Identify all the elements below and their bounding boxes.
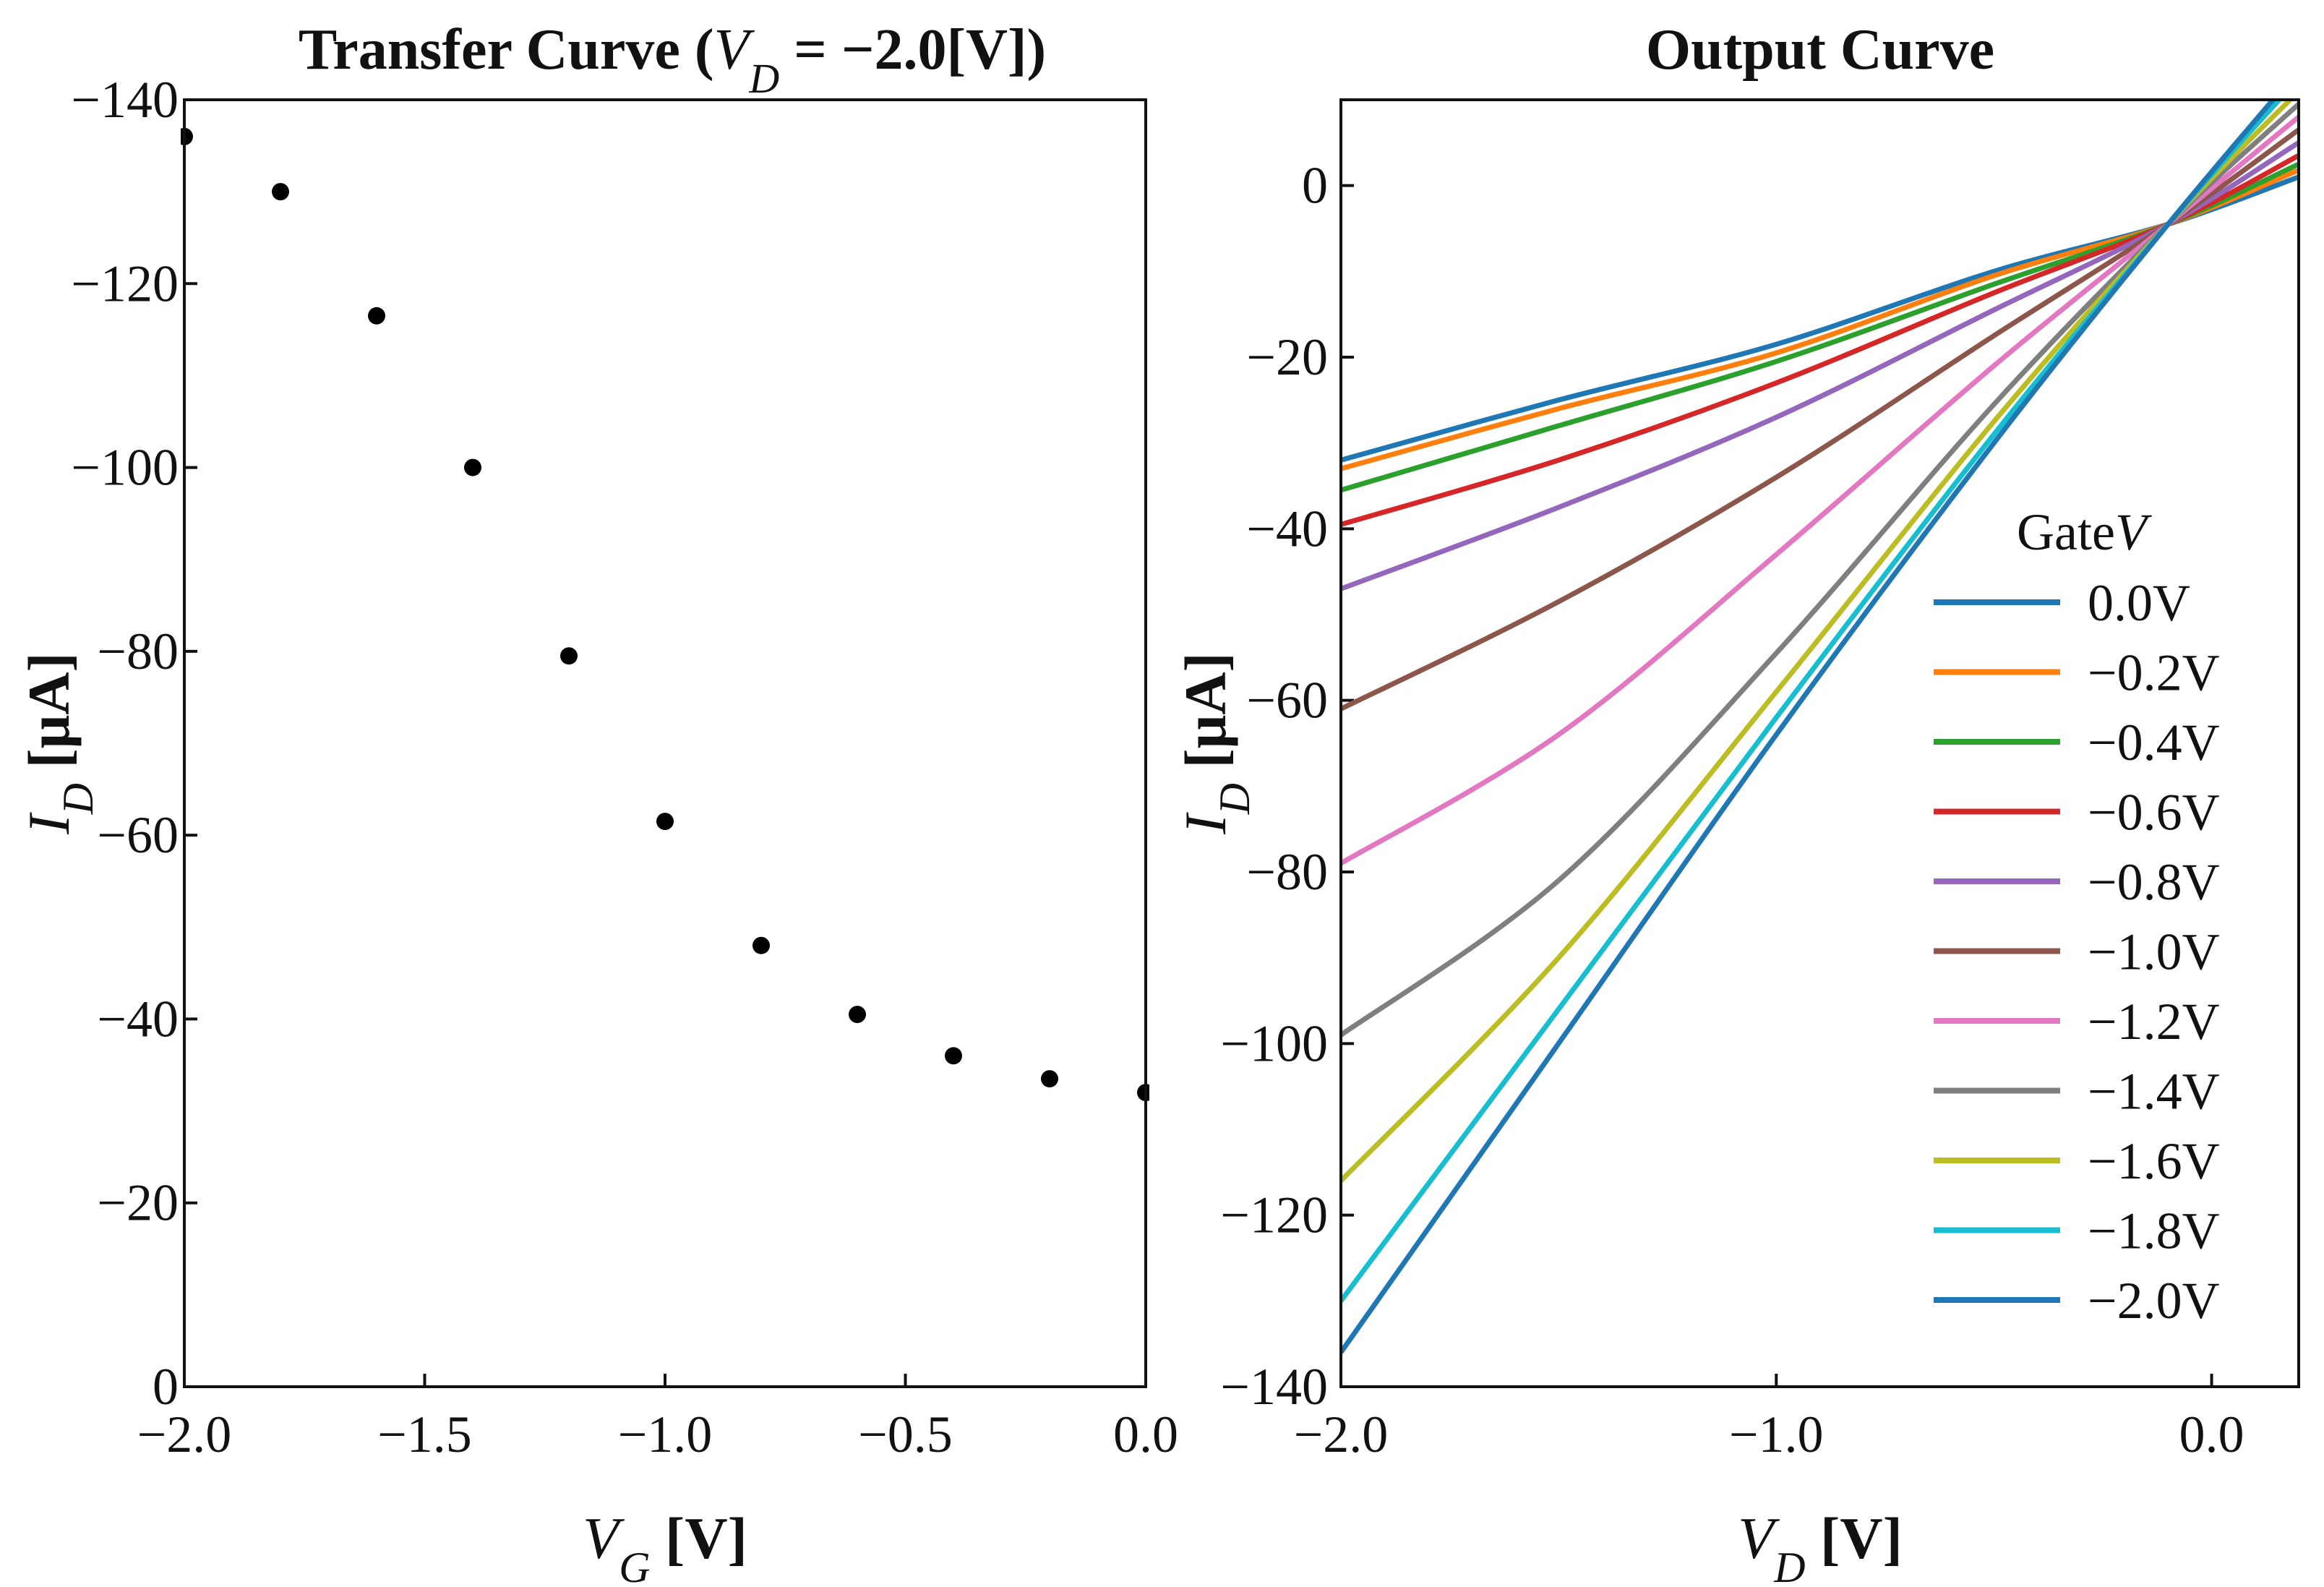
transfer-y-tick-label: −20 xyxy=(97,1174,179,1232)
legend-label: −2.0V xyxy=(2088,1272,2220,1330)
transfer-y-axis-label: ID [μA] xyxy=(16,652,102,834)
transfer-axes: −2.0 −1.5 −1.0 −0.5 0.0 0 −20 −40 −60 −80 −100 −120… xyxy=(71,71,1178,1463)
transfer-y-tick-label: −140 xyxy=(71,71,179,129)
transfer-plot-frame xyxy=(183,98,1147,1388)
output-x-axis-label: VD [V] xyxy=(1738,1505,1903,1583)
legend-label: −0.6V xyxy=(2088,784,2220,842)
output-y-tick-label: −60 xyxy=(1246,672,1328,730)
legend-label: −1.4V xyxy=(2088,1063,2220,1121)
output-curve-title: Output Curve xyxy=(1646,18,1994,82)
transfer-y-tick-label: −100 xyxy=(71,439,179,497)
transfer-curve-panel: Transfer Curve (VD = −2.0[V]) −2.0 −1.5 −1… xyxy=(16,18,1178,1587)
transfer-data-point xyxy=(464,458,481,476)
output-plot-frame xyxy=(1339,98,2300,1388)
transfer-data-point xyxy=(368,307,385,325)
transfer-markers xyxy=(181,127,1149,1102)
output-y-tick-label: −140 xyxy=(1220,1358,1328,1416)
transfer-x-tick-label: −0.5 xyxy=(858,1406,953,1463)
transfer-y-tick-label: −80 xyxy=(97,623,179,680)
output-y-tick-label: −40 xyxy=(1246,500,1328,557)
output-y-tick-label: −120 xyxy=(1220,1186,1328,1244)
output-y-tick-label: 0 xyxy=(1302,157,1328,215)
output-series-line xyxy=(1341,161,2299,493)
legend-label: 0.0V xyxy=(2088,574,2190,632)
transfer-y-tick-label: −60 xyxy=(97,806,179,864)
legend-label: −1.8V xyxy=(2088,1202,2220,1260)
legend-items: 0.0V −0.2V −0.4V −0.6V −0.8V −1.0V −1.2V −1.4V −… xyxy=(1934,574,2220,1330)
transfer-y-tick-label: −40 xyxy=(97,990,179,1048)
output-y-axis-label: ID [μA] xyxy=(1172,652,1259,834)
transfer-data-point xyxy=(656,813,674,831)
output-curve-panel: Output Curve −2.0 −1.0 0.0 0 −20 −40 −60 −80 −10… xyxy=(1172,18,2300,1587)
legend-label: −1.0V xyxy=(2088,923,2220,981)
output-series-line xyxy=(1341,168,2299,471)
legend-label: −0.8V xyxy=(2088,853,2220,911)
legend: GateV 0.0V −0.2V −0.4V −0.6V −0.8V −1.0V −1.2V… xyxy=(1934,503,2220,1330)
legend-label: −1.6V xyxy=(2088,1132,2220,1190)
output-x-tick-label: 0.0 xyxy=(2179,1406,2244,1463)
output-x-tick-label: −2.0 xyxy=(1294,1406,1389,1463)
legend-label: −0.4V xyxy=(2088,714,2220,771)
legend-title: GateV xyxy=(2017,503,2152,561)
transfer-x-tick-label: −2.0 xyxy=(137,1406,232,1463)
legend-label: −1.2V xyxy=(2088,993,2220,1051)
output-y-tick-label: −100 xyxy=(1220,1014,1328,1072)
transfer-data-point xyxy=(752,936,770,954)
output-y-tick-label: −80 xyxy=(1246,843,1328,901)
output-series-line xyxy=(1341,174,2299,463)
output-x-tick-label: −1.0 xyxy=(1729,1406,1824,1463)
transfer-data-point xyxy=(560,647,578,665)
transfer-data-point xyxy=(272,183,289,201)
output-series-lines xyxy=(1341,100,2299,1354)
transfer-x-tick-label: −1.0 xyxy=(618,1406,713,1463)
transfer-y-tick-label: 0 xyxy=(153,1358,179,1416)
transfer-x-tick-label: −1.5 xyxy=(377,1406,472,1463)
output-axes: −2.0 −1.0 0.0 0 −20 −40 −60 −80 −100 −120 −140 xyxy=(1220,157,2244,1463)
transfer-x-tick-label: 0.0 xyxy=(1113,1406,1178,1463)
transfer-data-point xyxy=(849,1006,866,1024)
output-series-line xyxy=(1341,100,2277,1354)
transfer-curve-title: Transfer Curve (VD = −2.0[V]) xyxy=(299,18,1046,102)
transfer-x-axis-label: VG [V] xyxy=(583,1505,747,1583)
transfer-y-tick-label: −120 xyxy=(71,254,179,312)
output-y-tick-label: −20 xyxy=(1246,328,1328,386)
transfer-data-point xyxy=(945,1047,962,1065)
legend-label: −0.2V xyxy=(2088,644,2220,702)
transfer-data-point xyxy=(1041,1070,1058,1088)
